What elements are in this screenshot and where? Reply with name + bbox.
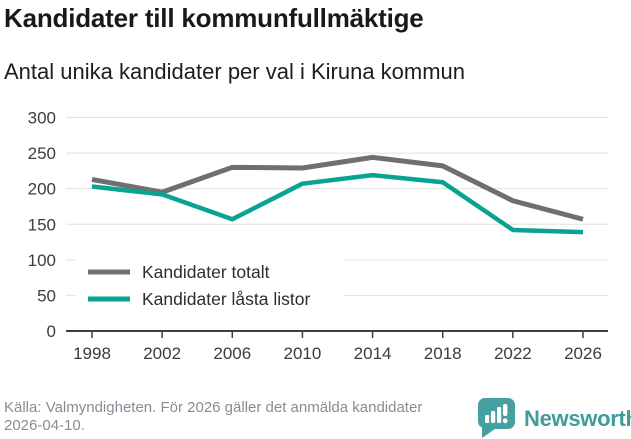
x-axis-tick-label: 2006 <box>213 344 251 363</box>
y-axis-tick-label: 100 <box>28 251 56 270</box>
x-axis-tick-label: 2026 <box>564 344 602 363</box>
x-axis-tick-label: 2018 <box>424 344 462 363</box>
y-axis-tick-label: 50 <box>37 286 56 305</box>
legend-background <box>76 257 344 317</box>
series-line-2 <box>91 172 584 235</box>
chart-title: Kandidater till kommunfullmäktige <box>4 3 424 33</box>
brand-name: Newsworthy <box>524 405 631 431</box>
chart-subtitle: Antal unika kandidater per val i Kiruna … <box>4 59 466 84</box>
series-line-1 <box>91 154 584 222</box>
y-axis-tick-label: 150 <box>28 215 56 234</box>
y-axis-tick-label: 300 <box>28 109 56 128</box>
newsworthy-brand: Newsworthy <box>478 398 631 439</box>
legend-label: Kandidater låsta listor <box>142 289 310 309</box>
x-axis-tick-label: 2002 <box>143 344 181 363</box>
y-axis-tick-label: 0 <box>47 322 56 341</box>
line-chart: 0 50 100 150 200 250 300 1998 2002 2006 2010 2014 20… <box>28 109 608 363</box>
x-axis-tick-label: 1998 <box>73 344 111 363</box>
x-axis-tick-label: 2022 <box>494 344 532 363</box>
y-axis-tick-label: 200 <box>28 180 56 199</box>
x-axis-tick-label: 2014 <box>354 344 392 363</box>
x-axis-tick-label: 2010 <box>284 344 322 363</box>
legend-label: Kandidater totalt <box>142 262 270 282</box>
source-note: Källa: Valmyndigheten. För 2026 gäller d… <box>4 399 423 435</box>
y-axis-tick-label: 250 <box>28 144 56 163</box>
bar-chart-speech-bubble-icon <box>478 398 515 438</box>
